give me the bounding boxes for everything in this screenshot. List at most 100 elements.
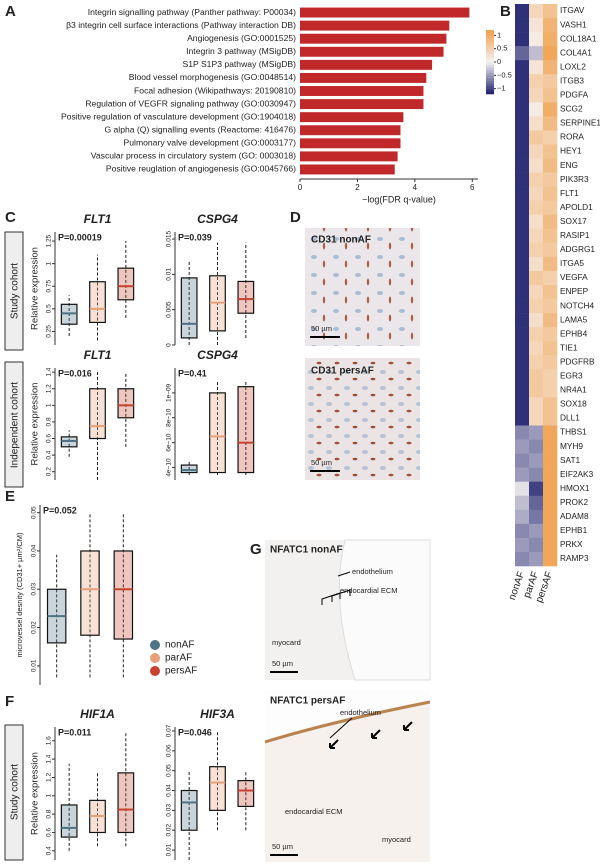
bar bbox=[300, 46, 444, 57]
heat-cell bbox=[543, 228, 558, 244]
heat-cell bbox=[543, 130, 558, 145]
heat-cell bbox=[529, 481, 544, 497]
row-label: ITGB3 bbox=[560, 75, 584, 85]
image-title: CD31 nonAF bbox=[311, 235, 371, 246]
panel-label: C bbox=[5, 209, 16, 226]
category-label: Regulation of VEGFR signaling pathway (G… bbox=[85, 98, 296, 108]
heat-cell bbox=[543, 144, 558, 159]
heat-cell bbox=[529, 242, 544, 258]
heat-cell bbox=[515, 355, 530, 370]
bar bbox=[300, 33, 447, 44]
chart-title: CSPG4 bbox=[197, 348, 238, 362]
row-label: DLL1 bbox=[560, 413, 580, 423]
colorbar-step bbox=[486, 54, 494, 57]
row-label: EPHB1 bbox=[560, 525, 588, 535]
pointer bbox=[337, 571, 351, 577]
heat-cell bbox=[529, 158, 544, 173]
heat-cell bbox=[543, 214, 558, 230]
heat-cell bbox=[529, 355, 544, 370]
heat-cell bbox=[515, 32, 530, 47]
heat-cell bbox=[515, 537, 530, 553]
panel-label: F bbox=[5, 693, 14, 710]
colorbar-label: −1 bbox=[497, 84, 506, 93]
bracket bbox=[321, 589, 351, 605]
row-label: ADAM8 bbox=[560, 511, 589, 521]
row-label: ITGAV bbox=[560, 5, 585, 15]
bar bbox=[300, 72, 427, 83]
y-tick-label: 0.8 bbox=[46, 809, 53, 818]
y-tick-label: 0.005 bbox=[166, 301, 173, 318]
box bbox=[89, 281, 106, 324]
heat-cell bbox=[515, 523, 530, 539]
side-box bbox=[4, 724, 24, 861]
heat-cell bbox=[543, 88, 558, 103]
y-tick-label: 6e−10 bbox=[166, 433, 173, 452]
heat-cell bbox=[515, 186, 530, 201]
y-tick-label: 0.02 bbox=[166, 824, 173, 837]
heat-cell bbox=[515, 270, 530, 286]
heat-cell bbox=[543, 467, 558, 482]
row-label: PROK2 bbox=[560, 497, 589, 507]
x-tick-label: 2 bbox=[355, 183, 360, 192]
endothelium-stain bbox=[264, 700, 431, 744]
heat-cell bbox=[515, 158, 530, 173]
y-tick-label: 0.04 bbox=[31, 544, 38, 557]
heat-cell bbox=[515, 383, 530, 398]
row-label: THBS1 bbox=[560, 427, 587, 437]
heat-cell bbox=[515, 214, 530, 230]
row-label: EGR3 bbox=[560, 371, 583, 381]
y-axis-label: Relative expression bbox=[30, 247, 41, 330]
x-tick-label: 4 bbox=[413, 183, 418, 192]
heat-cell bbox=[543, 4, 558, 19]
row-label: LOXL2 bbox=[560, 61, 586, 71]
heat-cell bbox=[529, 130, 544, 145]
row-label: SOX17 bbox=[560, 216, 587, 226]
y-tick-label: 1.6 bbox=[46, 736, 53, 745]
row-label: PDGFA bbox=[560, 90, 589, 100]
heat-cell bbox=[529, 32, 544, 47]
heat-cell bbox=[529, 509, 544, 525]
lumen bbox=[265, 690, 430, 740]
p-value: P=0.016 bbox=[58, 368, 92, 378]
colorbar-step bbox=[486, 88, 494, 92]
heat-cell bbox=[543, 74, 558, 89]
legend-label: persAF bbox=[165, 666, 197, 677]
heat-cell bbox=[515, 172, 530, 187]
y-tick-label: 0.02 bbox=[31, 621, 38, 634]
heat-cell bbox=[515, 74, 530, 89]
y-tick-label: 1.25 bbox=[46, 234, 53, 247]
heat-cell bbox=[529, 4, 544, 19]
category-label: S1P S1P3 pathway (MSigDB) bbox=[182, 59, 296, 69]
heat-cell bbox=[543, 186, 558, 201]
y-tick-label: 0.05 bbox=[166, 764, 173, 777]
heat-cell bbox=[529, 523, 544, 539]
y-tick-label: 0.01 bbox=[31, 659, 38, 672]
heat-cell bbox=[515, 200, 530, 216]
scale-label: 50 µm bbox=[311, 458, 332, 467]
heat-cell bbox=[543, 369, 558, 384]
heat-cell bbox=[529, 439, 544, 454]
annotation: myocard bbox=[382, 835, 411, 844]
y-tick-label: 0.4 bbox=[46, 450, 53, 459]
colorbar-step bbox=[486, 72, 494, 76]
category-label: Positive regulation of vasculature devel… bbox=[61, 111, 296, 121]
heat-cell bbox=[515, 144, 530, 159]
row-label: ITGA5 bbox=[560, 258, 584, 268]
image-title: CD31 persAF bbox=[311, 366, 374, 377]
y-tick-label: 1 bbox=[46, 794, 53, 798]
colorbar-label: 1 bbox=[497, 30, 501, 39]
heat-cell bbox=[529, 299, 544, 314]
y-axis-label: Relative expression bbox=[30, 752, 41, 835]
chart-title: CSPG4 bbox=[197, 212, 238, 226]
row-label: SOX18 bbox=[560, 399, 587, 409]
panel-label: A bbox=[5, 3, 16, 20]
p-value: P=0.046 bbox=[178, 727, 212, 737]
heat-cell bbox=[515, 453, 530, 468]
colorbar-label: −0.5 bbox=[497, 70, 512, 79]
image-title: NFATC1 nonAF bbox=[270, 545, 343, 556]
y-tick-label: 0.5 bbox=[46, 304, 53, 313]
y-tick-label: 0.2 bbox=[46, 467, 53, 476]
box bbox=[209, 766, 226, 811]
y-tick-label: 1 bbox=[46, 403, 53, 407]
heat-cell bbox=[543, 453, 558, 468]
